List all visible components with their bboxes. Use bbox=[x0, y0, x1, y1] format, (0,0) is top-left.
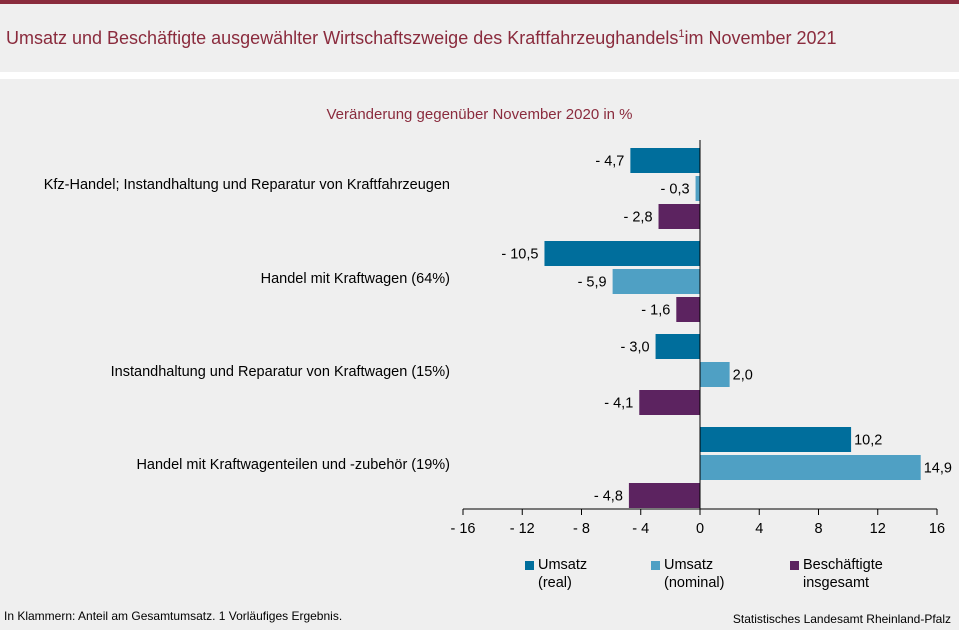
bar-umsatz-real-3 bbox=[700, 427, 852, 452]
category-label-instandhaltung: Instandhaltung und Reparatur von Kraftwa… bbox=[110, 364, 450, 380]
legend-item-beschaeftigte: Beschäftigte insgesamt bbox=[790, 556, 883, 592]
page-title: Umsatz und Beschäftigte ausgewählter Wir… bbox=[6, 28, 837, 49]
header: Umsatz und Beschäftigte ausgewählter Wir… bbox=[0, 0, 959, 72]
legend-label-line2: (real) bbox=[538, 575, 572, 591]
legend-label-line1: Beschäftigte bbox=[803, 557, 883, 573]
bar-umsatz-nominal-0 bbox=[695, 176, 700, 201]
bar-umsatz-nominal-3 bbox=[700, 455, 921, 480]
legend-item-umsatz-nominal: Umsatz (nominal) bbox=[651, 556, 725, 592]
bar-umsatz-real-1 bbox=[544, 241, 700, 266]
bar-beschaeftigte-2 bbox=[639, 390, 700, 415]
bar-umsatz-nominal-2 bbox=[700, 362, 730, 387]
legend-swatch-beschaeftigte bbox=[790, 561, 799, 570]
legend-item-umsatz-real: Umsatz (real) bbox=[525, 556, 588, 592]
data-label-umsatz-real-2: - 3,0 bbox=[621, 340, 650, 356]
x-tick-label-4: 0 bbox=[696, 521, 704, 537]
data-label-umsatz-nominal-1: - 5,9 bbox=[578, 275, 607, 291]
category-label-kfz-handel: Kfz-Handel; Instandhaltung und Reparatur… bbox=[43, 177, 450, 193]
legend-swatch-umsatz-real bbox=[525, 561, 534, 570]
bar-umsatz-nominal-1 bbox=[612, 269, 700, 294]
title-main: Umsatz und Beschäftigte ausgewählter Wir… bbox=[6, 28, 679, 48]
x-tick-label-1: - 12 bbox=[510, 521, 535, 537]
bar-beschaeftigte-0 bbox=[658, 204, 700, 229]
chart-subtitle: Veränderung gegenüber November 2020 in % bbox=[326, 106, 633, 123]
data-label-umsatz-real-3: 10,2 bbox=[854, 433, 882, 449]
x-tick-label-8: 16 bbox=[929, 521, 945, 537]
bar-umsatz-real-0 bbox=[630, 148, 700, 173]
x-tick-label-7: 12 bbox=[870, 521, 886, 537]
data-label-beschaeftigte-2: - 4,1 bbox=[604, 396, 633, 412]
data-label-umsatz-real-1: - 10,5 bbox=[501, 247, 538, 263]
header-divider bbox=[0, 72, 959, 79]
x-tick-label-0: - 16 bbox=[451, 521, 476, 537]
legend-label-line1: Umsatz bbox=[538, 557, 588, 573]
title-footnote-mark: 1 bbox=[678, 28, 685, 40]
x-tick-label-3: - 4 bbox=[632, 521, 649, 537]
data-label-beschaeftigte-1: - 1,6 bbox=[641, 303, 670, 319]
legend-label-line1: Umsatz bbox=[664, 557, 714, 573]
data-label-umsatz-nominal-2: 2,0 bbox=[733, 368, 753, 384]
data-label-umsatz-nominal-3: 14,9 bbox=[924, 461, 952, 477]
data-label-umsatz-nominal-0: - 0,3 bbox=[661, 182, 690, 198]
legend-label-line2: insgesamt bbox=[803, 575, 870, 591]
bar-beschaeftigte-3 bbox=[628, 483, 700, 508]
source-credit: Statistisches Landesamt Rheinland-Pfalz bbox=[732, 612, 951, 626]
title-suffix: im November 2021 bbox=[684, 28, 837, 48]
x-tick-label-5: 4 bbox=[755, 521, 763, 537]
legend-swatch-umsatz-nominal bbox=[651, 561, 660, 570]
legend-label-line2: (nominal) bbox=[664, 575, 725, 591]
x-tick-label-2: - 8 bbox=[573, 521, 590, 537]
data-label-beschaeftigte-0: - 2,8 bbox=[624, 210, 653, 226]
data-label-umsatz-real-0: - 4,7 bbox=[595, 154, 624, 170]
data-label-beschaeftigte-3: - 4,8 bbox=[594, 489, 623, 505]
category-label-kraftwagenteile: Handel mit Kraftwagenteilen und -zubehör… bbox=[136, 457, 450, 473]
category-label-handel-kraftwagen: Handel mit Kraftwagen (64%) bbox=[260, 271, 450, 287]
bar-beschaeftigte-1 bbox=[676, 297, 700, 322]
footnote: In Klammern: Anteil am Gesamtumsatz. 1 V… bbox=[4, 609, 343, 623]
x-tick-label-6: 8 bbox=[814, 521, 822, 537]
bar-umsatz-real-2 bbox=[655, 334, 700, 359]
